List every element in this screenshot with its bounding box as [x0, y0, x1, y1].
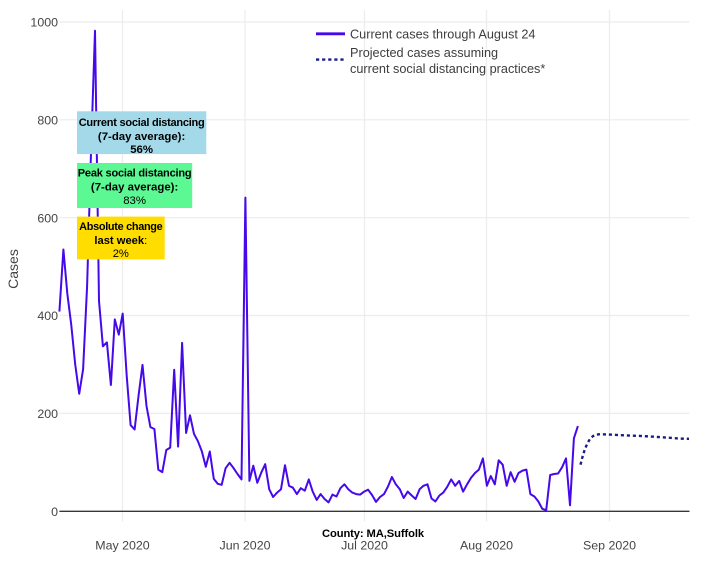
svg-text:400: 400	[37, 309, 58, 323]
svg-text:Jul 2020: Jul 2020	[341, 539, 388, 553]
svg-text:600: 600	[37, 211, 58, 225]
svg-text:last week:: last week:	[94, 235, 147, 247]
svg-text:Absolute change: Absolute change	[79, 221, 162, 233]
svg-text:May 2020: May 2020	[95, 539, 150, 553]
svg-text:current social distancing prac: current social distancing practices*	[350, 62, 545, 76]
svg-text:County: MA,Suffolk: County: MA,Suffolk	[322, 528, 425, 540]
svg-text:1000: 1000	[30, 16, 58, 30]
svg-text:83%: 83%	[123, 195, 146, 207]
svg-text:56%: 56%	[130, 144, 153, 156]
svg-text:200: 200	[37, 407, 58, 421]
svg-text:(7-day average):: (7-day average):	[91, 182, 178, 194]
svg-text:2%: 2%	[113, 248, 129, 260]
svg-text:Cases: Cases	[5, 249, 21, 289]
svg-text:(7-day average):: (7-day average):	[98, 131, 185, 143]
svg-text:Jun 2020: Jun 2020	[220, 539, 271, 553]
svg-text:Projected cases assuming: Projected cases assuming	[350, 46, 498, 60]
svg-text:Current social distancing: Current social distancing	[79, 117, 205, 129]
svg-text:Current cases through August 2: Current cases through August 24	[350, 27, 536, 41]
svg-text:0: 0	[51, 505, 58, 519]
svg-text:Peak social distancing: Peak social distancing	[78, 168, 192, 180]
svg-text:Sep 2020: Sep 2020	[583, 539, 636, 553]
svg-text:800: 800	[37, 114, 58, 128]
svg-text:Aug 2020: Aug 2020	[460, 539, 513, 553]
